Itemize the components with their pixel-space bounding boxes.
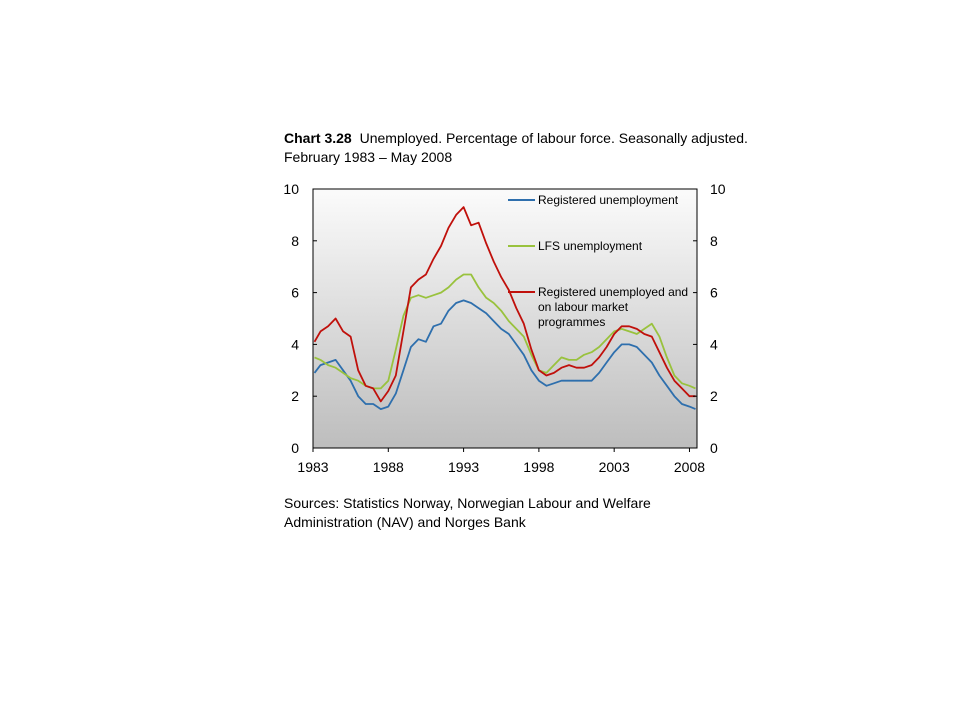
x-tick-label: 1998 [523,459,554,475]
chart-title-block: Chart 3.28 Unemployed. Percentage of lab… [284,129,754,167]
x-tick-label: 2008 [674,459,705,475]
y-tick-label-right: 6 [710,285,718,301]
chart-number: Chart 3.28 [284,130,352,146]
x-tick-label: 1988 [373,459,404,475]
legend: Registered unemployment LFS unemployment R… [508,193,688,329]
y-tick-label-left: 2 [291,388,299,404]
sources-note: Sources: Statistics Norway, Norwegian La… [284,495,651,530]
axes: 0 0 2 2 4 4 6 6 8 8 10 10 1983 1988 1993 1998 2003 2008 [283,181,725,475]
series-line-3 [313,206,696,403]
x-tick-label: 2003 [599,459,630,475]
plot-area [313,189,697,448]
y-tick-label-right: 10 [710,181,726,197]
y-tick-label-left: 10 [283,181,299,197]
y-tick-label-left: 0 [291,440,299,456]
chart-title: Unemployed. Percentage of labour force. … [284,130,748,165]
y-tick-label-left: 4 [291,336,299,352]
y-tick-label-right: 2 [710,388,718,404]
plot-frame [312,188,698,449]
x-tick-label: 1993 [448,459,479,475]
y-tick-label-right: 0 [710,440,718,456]
x-tick-label: 1983 [297,459,328,475]
series-line-2 [314,273,696,390]
y-tick-label-right: 4 [710,336,718,352]
series-line-1 [313,299,696,411]
y-tick-label-left: 6 [291,285,299,301]
legend-label-1: Registered unemployment [538,193,679,207]
series-layer [313,206,696,411]
legend-label-2: LFS unemployment [538,239,643,253]
legend-label-3: Registered unemployed and on labour marke… [538,285,688,329]
y-tick-label-left: 8 [291,233,299,249]
y-tick-label-right: 8 [710,233,718,249]
